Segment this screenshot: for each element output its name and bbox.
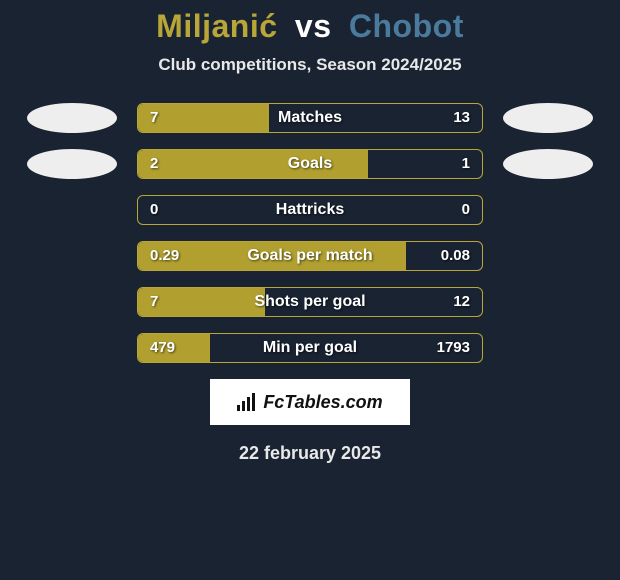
stat-bar: 479 Min per goal 1793 [137,333,483,363]
stat-value-right: 0 [462,196,470,224]
stat-label: Hattricks [276,196,344,224]
stat-row: 479 Min per goal 1793 [0,333,620,363]
bars-icon [237,393,257,411]
stat-label: Goals per match [247,242,372,270]
player2-logo [503,195,593,225]
vs-text: vs [295,8,332,44]
player2-logo [503,103,593,133]
subtitle: Club competitions, Season 2024/2025 [0,55,620,75]
stat-value-right: 13 [453,104,470,132]
stat-bar: 2 Goals 1 [137,149,483,179]
stat-value-right: 1793 [437,334,470,362]
stat-label: Shots per goal [254,288,365,316]
player1-logo [27,333,117,363]
stats-rows: 7 Matches 13 2 Goals 1 0 Hattricks 0 0.29 Goals pe… [0,103,620,363]
player2-name: Chobot [349,8,464,44]
player1-name: Miljanić [156,8,277,44]
stat-bar: 0 Hattricks 0 [137,195,483,225]
stat-bar: 7 Shots per goal 12 [137,287,483,317]
player1-logo [27,287,117,317]
stat-value-right: 12 [453,288,470,316]
stat-row: 2 Goals 1 [0,149,620,179]
stat-value-left: 0.29 [150,242,179,270]
stat-value-left: 7 [150,288,158,316]
title: Miljanić vs Chobot [0,8,620,45]
stat-row: 0 Hattricks 0 [0,195,620,225]
stat-value-left: 0 [150,196,158,224]
stat-label: Matches [278,104,342,132]
stat-value-left: 2 [150,150,158,178]
stat-value-right: 0.08 [441,242,470,270]
stat-bar: 0.29 Goals per match 0.08 [137,241,483,271]
stat-bar-fill [138,150,368,178]
player2-logo [503,241,593,271]
stat-row: 7 Shots per goal 12 [0,287,620,317]
player2-logo [503,287,593,317]
brand-text: FcTables.com [263,392,382,413]
comparison-widget: Miljanić vs Chobot Club competitions, Se… [0,0,620,464]
player1-logo [27,241,117,271]
stat-label: Goals [288,150,332,178]
date-text: 22 february 2025 [0,443,620,464]
player1-logo [27,103,117,133]
stat-row: 0.29 Goals per match 0.08 [0,241,620,271]
brand-badge[interactable]: FcTables.com [210,379,410,425]
player2-logo [503,333,593,363]
stat-label: Min per goal [263,334,357,362]
player2-logo [503,149,593,179]
player1-logo [27,195,117,225]
stat-value-left: 479 [150,334,175,362]
stat-bar: 7 Matches 13 [137,103,483,133]
stat-value-right: 1 [462,150,470,178]
stat-row: 7 Matches 13 [0,103,620,133]
stat-value-left: 7 [150,104,158,132]
player1-logo [27,149,117,179]
